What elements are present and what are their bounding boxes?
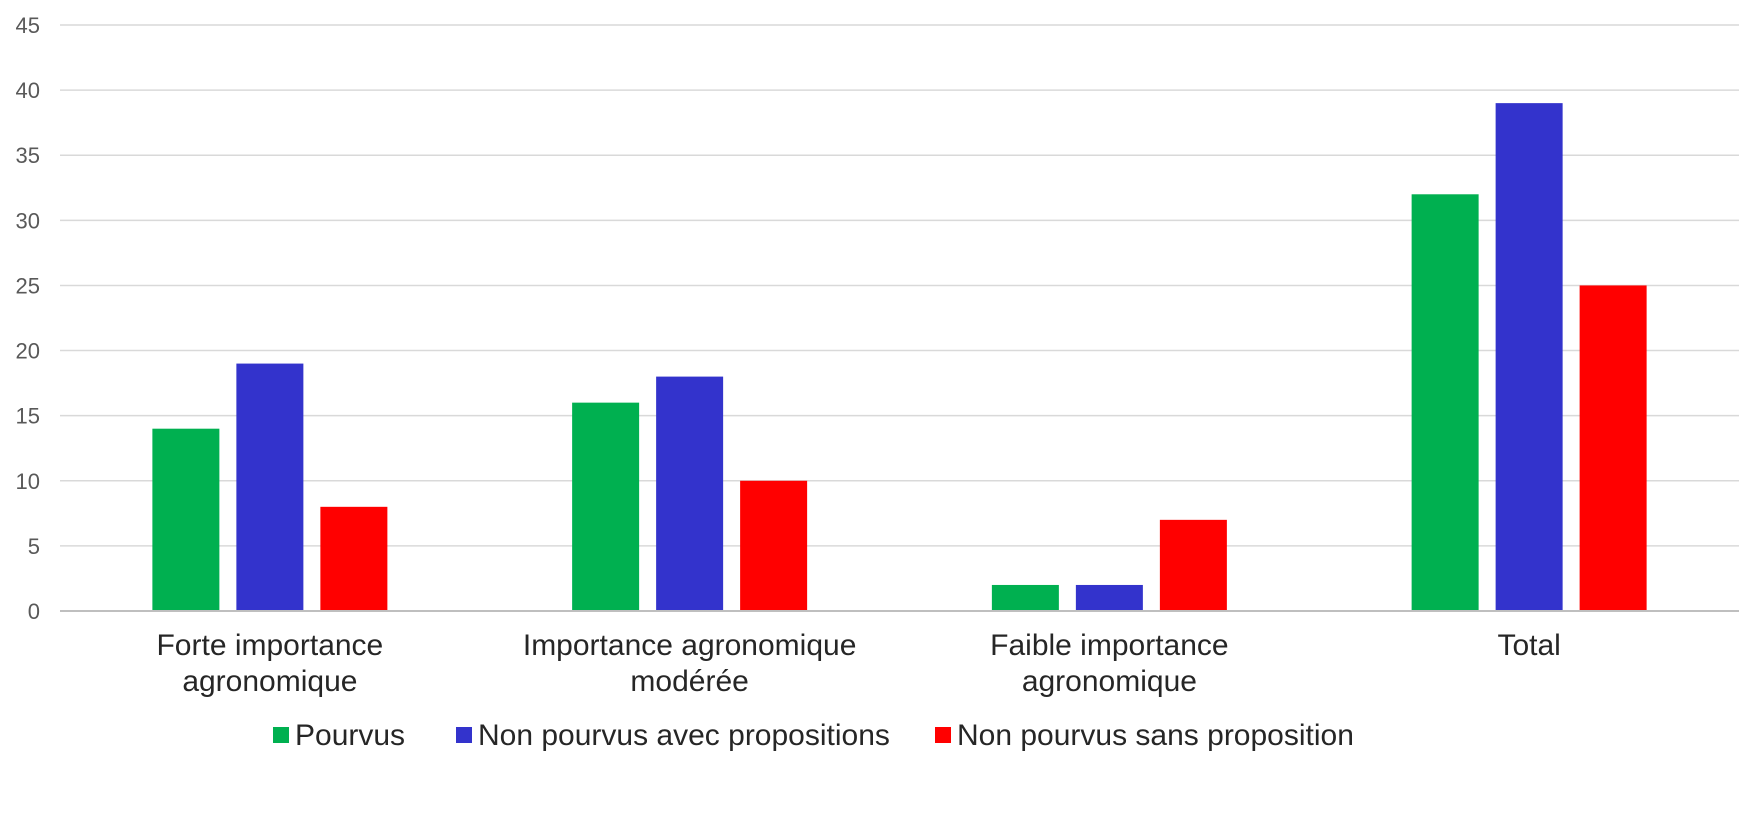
bars	[152, 103, 1646, 611]
bar-2-2	[1160, 520, 1227, 611]
legend-label-0: Pourvus	[295, 719, 405, 752]
category-label: Forte importance agronomique	[156, 629, 383, 698]
legend-swatch-0	[273, 727, 289, 743]
y-tick-label: 20	[16, 339, 40, 364]
category-label: Total	[1497, 629, 1560, 662]
bar-1-0	[572, 403, 639, 611]
y-tick-label: 0	[28, 599, 40, 624]
gridlines	[60, 25, 1739, 546]
bar-2-0	[992, 585, 1059, 611]
bar-0-1	[236, 364, 303, 611]
bar-0-0	[152, 429, 219, 611]
legend: Pourvus Non pourvus avec propositions Non …	[273, 719, 1354, 752]
y-tick-label: 25	[16, 273, 40, 298]
bar-2-1	[1076, 585, 1143, 611]
bar-3-0	[1412, 194, 1479, 611]
bar-0-2	[320, 507, 387, 611]
legend-swatch-2	[935, 727, 951, 743]
bar-1-1	[656, 377, 723, 611]
legend-label-2: Non pourvus sans proposition	[957, 719, 1354, 752]
y-axis-ticks: 0 5 10 15 20 25 30 35 40 45	[16, 13, 40, 624]
category-labels: Forte importance agronomique Importance ag…	[156, 629, 1560, 698]
category-label: Importance agronomique modérée	[523, 629, 857, 698]
bar-1-2	[740, 481, 807, 611]
legend-swatch-1	[456, 727, 472, 743]
bar-3-2	[1580, 285, 1647, 611]
category-label: Faible importance agronomique	[990, 629, 1228, 698]
y-tick-label: 10	[16, 469, 40, 494]
y-tick-label: 35	[16, 143, 40, 168]
y-tick-label: 30	[16, 208, 40, 233]
y-tick-label: 15	[16, 404, 40, 429]
y-tick-label: 40	[16, 78, 40, 103]
legend-label-1: Non pourvus avec propositions	[478, 719, 890, 752]
y-tick-label: 45	[16, 13, 40, 38]
y-tick-label: 5	[28, 534, 40, 559]
bar-3-1	[1496, 103, 1563, 611]
